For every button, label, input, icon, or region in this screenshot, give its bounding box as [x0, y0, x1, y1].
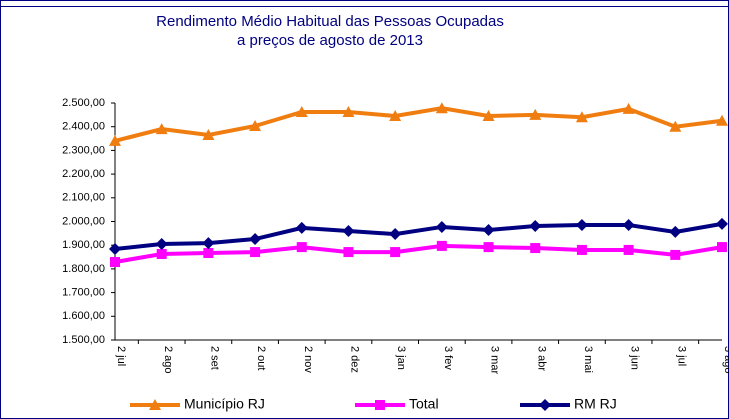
legend-label: RM RJ	[574, 396, 617, 412]
y-tick-label: 2.000,00	[62, 215, 105, 227]
point	[435, 220, 448, 233]
y-tick-label: 2.100,00	[62, 192, 105, 204]
point	[295, 221, 308, 234]
point	[342, 106, 355, 118]
point	[716, 217, 728, 230]
y-tick-label: 1.700,00	[62, 287, 105, 299]
point	[530, 243, 541, 254]
point	[202, 237, 215, 250]
y-tick-label: 2.200,00	[62, 168, 105, 180]
point	[575, 111, 588, 123]
point	[155, 123, 168, 135]
y-tick-label: 2.300,00	[62, 144, 105, 156]
chart-title: Rendimento Médio Habitual das Pessoas Oc…	[156, 13, 504, 30]
x-tick-label: 2 out	[255, 346, 267, 370]
point	[342, 224, 355, 237]
x-tick-label: 3 mar	[489, 346, 501, 374]
series-line	[114, 106, 723, 143]
point	[576, 244, 587, 255]
point	[202, 128, 215, 140]
point	[249, 233, 262, 246]
y-tick-label: 2.400,00	[62, 121, 105, 133]
point	[296, 242, 307, 253]
x-tick-label: 2 jul	[115, 346, 127, 366]
x-tick-label: 3 jun	[629, 346, 641, 370]
legend-label: Município RJ	[184, 396, 265, 412]
point	[717, 242, 727, 253]
legend-label: Total	[409, 396, 439, 412]
point	[483, 242, 494, 253]
x-tick-label: 3 fev	[442, 346, 454, 370]
point	[109, 242, 121, 255]
point	[435, 102, 448, 114]
point	[716, 114, 728, 126]
point	[389, 110, 402, 122]
y-tick-label: 2.500,00	[62, 97, 105, 109]
chart-subtitle: a preços de agosto de 2013	[237, 32, 423, 49]
top-bar	[0, 0, 729, 7]
point	[203, 248, 214, 259]
legend-marker	[375, 400, 385, 410]
point	[669, 225, 682, 238]
x-tick-label: 3 jul	[675, 346, 687, 366]
point	[482, 110, 495, 122]
point	[390, 247, 401, 258]
point	[670, 249, 681, 260]
x-tick-label: 3 jan	[395, 346, 407, 370]
y-tick-label: 1.900,00	[62, 239, 105, 251]
point	[249, 119, 262, 131]
series-line	[114, 243, 723, 264]
x-tick-label: 2 nov	[302, 346, 314, 373]
point	[436, 240, 447, 251]
point	[529, 108, 542, 120]
point	[110, 257, 120, 268]
point	[343, 247, 354, 258]
x-tick-label: 2 ago	[162, 346, 174, 374]
point	[623, 244, 634, 255]
legend-marker	[149, 399, 161, 410]
point	[622, 219, 635, 232]
point	[389, 228, 402, 241]
point	[622, 102, 635, 114]
series-line	[114, 221, 723, 251]
legend-marker	[539, 399, 551, 411]
point	[669, 120, 682, 132]
y-tick-label: 1.800,00	[62, 263, 105, 275]
point	[155, 238, 168, 251]
point	[295, 106, 308, 118]
x-tick-label: 3 ago	[722, 346, 729, 374]
point	[109, 134, 121, 146]
point	[250, 247, 261, 258]
point	[482, 224, 495, 237]
y-tick-label: 1.500,00	[62, 334, 105, 346]
y-tick-label: 1.600,00	[62, 310, 105, 322]
x-tick-label: 2 set	[208, 346, 220, 370]
point	[156, 248, 167, 259]
point	[529, 220, 542, 233]
x-tick-label: 3 abr	[535, 346, 547, 371]
x-tick-label: 3 mai	[582, 346, 594, 373]
x-tick-label: 2 dez	[349, 346, 361, 373]
point	[575, 219, 588, 232]
